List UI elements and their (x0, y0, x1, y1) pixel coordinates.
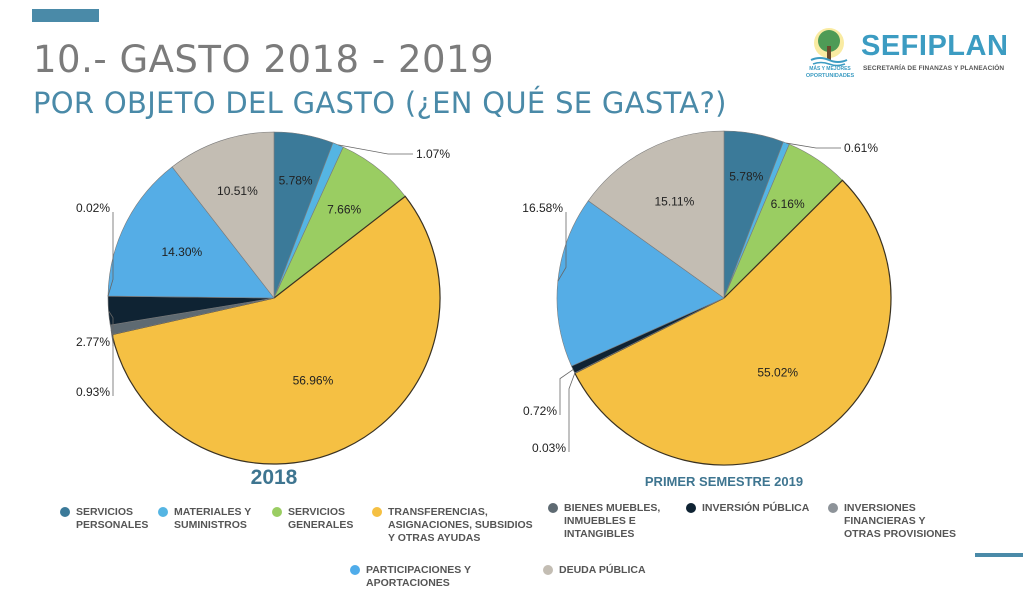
label-leader-line (786, 142, 841, 149)
legend-dot-icon (350, 565, 360, 575)
legend-item: INVERSIONES FINANCIERAS Y OTRAS PROVISIO… (828, 502, 956, 541)
chart-title-2018: 2018 (250, 466, 298, 489)
data-label: 7.66% (327, 203, 361, 217)
legend-dot-icon (548, 503, 558, 513)
data-label: 0.02% (76, 201, 110, 215)
label-leader-line (557, 212, 567, 282)
logo-tagline-2: OPORTUNIDADES (805, 73, 855, 79)
legend-item: TRANSFERENCIAS, ASIGNACIONES, SUBSIDIOS … (372, 506, 533, 545)
legend-dot-icon (60, 507, 70, 517)
data-label: 0.03% (532, 441, 566, 455)
pie-slice-transferencias-asignaciones-subsidios-y-otras-ayudas (111, 195, 441, 465)
legend-dot-icon (158, 507, 168, 517)
label-leader-line (559, 369, 574, 415)
legend-dot-icon (828, 503, 838, 513)
data-label: 10.51% (217, 184, 258, 198)
tree-emblem-icon (810, 28, 848, 67)
data-label: 2.77% (76, 335, 110, 349)
legend-dot-icon (686, 503, 696, 513)
legend-item: DEUDA PÚBLICA (543, 564, 646, 577)
data-label: 56.96% (293, 374, 334, 388)
logo-full-name: SECRETARÍA DE FINANZAS Y PLANEACIÓN (863, 65, 1005, 72)
legend-label: MATERIALES Y SUMINISTROS (174, 506, 252, 531)
legend-dot-icon (272, 507, 282, 517)
pie-slice-transferencias-asignaciones-subsidios-y-otras-ayudas (574, 179, 892, 466)
accent-bar-top (32, 9, 99, 22)
data-label: 16.58% (522, 201, 563, 215)
legend-label: DEUDA PÚBLICA (559, 564, 646, 576)
page-title: 10.- GASTO 2018 - 2019 (33, 38, 495, 81)
label-leader-line (108, 310, 114, 346)
legend-label: BIENES MUEBLES, INMUEBLES E INTANGIBLES (564, 502, 661, 540)
data-label: 5.78% (729, 169, 763, 183)
pie-slice-deuda-publica (587, 130, 725, 299)
data-label: 55.02% (757, 365, 798, 379)
accent-bar-bottom (975, 553, 1023, 557)
pie-slice-deuda-publica (171, 131, 275, 299)
label-leader-line (568, 372, 576, 452)
legend-item: INVERSIÓN PÚBLICA (686, 502, 809, 515)
pie-slice-participaciones-y-aportaciones (107, 166, 275, 299)
legend-item: SERVICIOS GENERALES (272, 506, 353, 532)
legend-item: BIENES MUEBLES, INMUEBLES E INTANGIBLES (548, 502, 660, 541)
label-leader-line (107, 212, 114, 297)
label-leader-line (338, 144, 413, 155)
legend-dot-icon (372, 507, 382, 517)
data-label: 0.61% (844, 141, 878, 155)
data-label: 15.11% (654, 194, 694, 208)
logo-name: SEFIPLAN (861, 30, 1009, 62)
legend-item: MATERIALES Y SUMINISTROS (158, 506, 251, 532)
data-label: 0.93% (76, 385, 110, 399)
data-label: 14.30% (161, 245, 202, 259)
pie-chart-2018: 5.78% 1.07% 7.66% 56.96% 0.93% 2.77% 0.02% 14.3… (76, 131, 450, 465)
legend-label: SERVICIOS GENERALES (288, 506, 354, 531)
sefiplan-logo: MÁS Y MEJORES OPORTUNIDADES SEFIPLAN SEC… (805, 26, 1015, 86)
legend-label: INVERSIÓN PÚBLICA (702, 502, 810, 514)
legend-item: SERVICIOS PERSONALES (60, 506, 148, 532)
legend-label: SERVICIOS PERSONALES (76, 506, 149, 531)
data-label: 6.16% (771, 197, 805, 211)
data-label: 5.78% (279, 173, 313, 187)
data-label: 1.07% (416, 147, 450, 161)
legend-label: INVERSIONES FINANCIERAS Y OTRAS PROVISIO… (844, 502, 957, 540)
logo-tagline-1: MÁS Y MEJORES (809, 66, 851, 72)
legend-item: PARTICIPACIONES Y APORTACIONES (350, 564, 471, 590)
legend-label: PARTICIPACIONES Y APORTACIONES (366, 564, 472, 589)
chart-title-2019: PRIMER SEMESTRE 2019 (644, 474, 804, 489)
pie-chart-2019: 5.78% 0.61% 6.16% 55.02% 0.03% 0.72% 16.58% 15.… (522, 130, 892, 466)
legend-dot-icon (543, 565, 553, 575)
legend-label: TRANSFERENCIAS, ASIGNACIONES, SUBSIDIOS … (388, 506, 533, 544)
page-subtitle: POR OBJETO DEL GASTO (¿EN QUÉ SE GASTA?) (33, 86, 727, 120)
data-label: 0.72% (523, 404, 557, 418)
